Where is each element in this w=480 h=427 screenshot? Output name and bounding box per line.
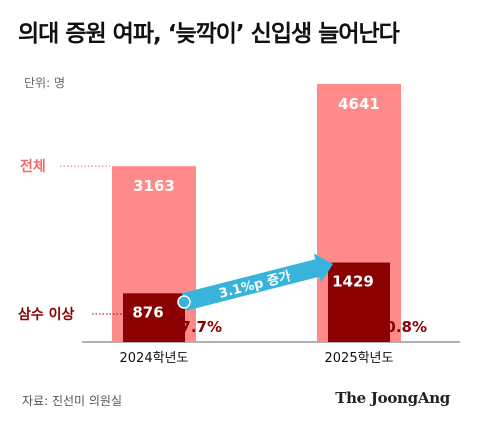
percent-label-1: 27.7% <box>170 318 222 336</box>
value-label-total-2: 4641 <box>338 95 380 113</box>
arrow-shape <box>181 253 333 311</box>
bars-layer <box>82 84 460 343</box>
series-label-repeat: 삼수 이상 <box>18 306 75 323</box>
bar-repeat-1 <box>123 293 185 342</box>
source-note: 자료: 진선미 의원실 <box>22 394 122 408</box>
category-label-2: 2025학년도 <box>325 351 394 366</box>
arrow-annotation-label: 3.1%p 증가 <box>217 269 292 302</box>
publisher-logo: The JoongAng <box>335 389 450 407</box>
unit-label: 단위: 명 <box>24 76 65 90</box>
value-label-total-1: 3163 <box>133 177 175 195</box>
increase-arrow: 3.1%p 증가 <box>181 253 333 311</box>
value-label-repeat-1: 876 <box>132 303 163 321</box>
chart-title: 의대 증원 여파, ‘늦깍이’ 신입생 늘어난다 <box>18 21 400 47</box>
category-label-1: 2024학년도 <box>120 351 189 366</box>
percent-label-2: 30.8% <box>375 318 427 336</box>
arrow-start-dot <box>177 295 191 309</box>
bar-repeat-2 <box>328 262 390 342</box>
series-label-total: 전체 <box>20 158 46 175</box>
value-label-repeat-2: 1429 <box>332 273 374 291</box>
